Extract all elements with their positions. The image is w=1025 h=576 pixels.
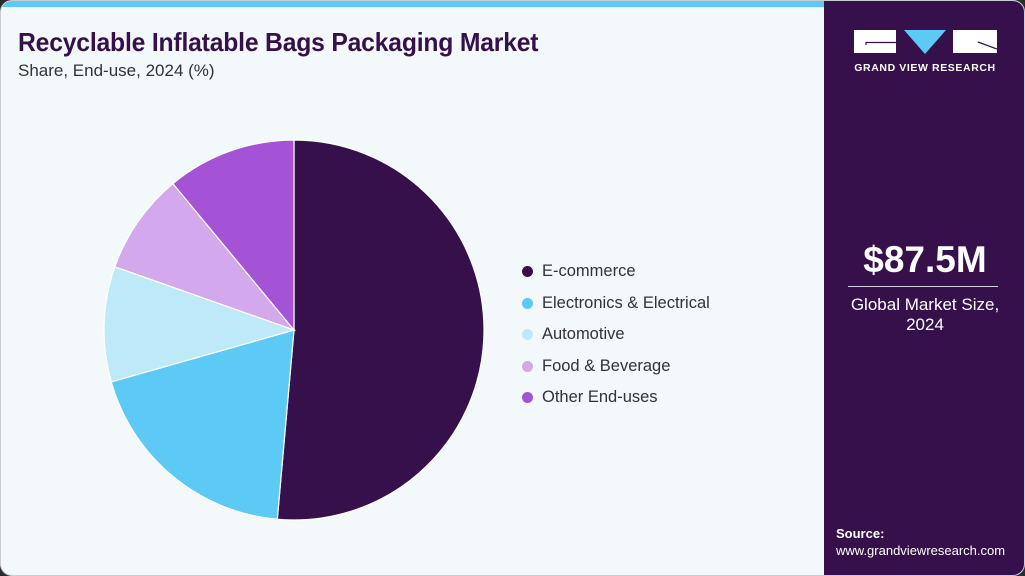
legend-item-automotive: Automotive [522,319,710,351]
market-size-label-line1: Global Market Size, [850,295,1000,314]
legend-dot-icon [522,360,533,372]
legend-label: Food & Beverage [542,356,671,375]
legend: E-commerce Electronics & Electrical Auto… [522,256,710,414]
pie-slice-other-end-uses [172,139,295,332]
legend-dot-icon [522,329,533,341]
legend-label: Other End-uses [542,388,658,407]
market-size-value: $87.5M [863,239,987,280]
legend-dot-icon [522,392,533,404]
legend-item-other: Other End-uses [522,382,710,414]
pie-slice-automotive [103,265,296,383]
market-size-label-line2: 2024 [906,315,944,334]
source-url[interactable]: www.grandviewresearch.com [836,543,1006,558]
pie-svg [103,139,485,521]
pie-slice-food-beverage [114,182,296,332]
legend-dot-icon [522,266,533,278]
divider [848,286,998,287]
legend-dot-icon [522,297,533,309]
legend-item-electronics: Electronics & Electrical [522,288,710,320]
logo-text: GRAND VIEW RESEARCH [854,62,996,74]
legend-item-food-beverage: Food & Beverage [522,351,710,383]
source-label: Source: [836,526,885,541]
legend-label: E-commerce [542,262,636,281]
pie-chart [101,137,487,523]
pie-slice-e-commerce [276,139,485,521]
legend-label: Automotive [542,325,625,344]
accent-bar [1,1,824,7]
pie-slice-electronics-electrical [110,329,295,520]
side-panel: GRAND VIEW RESEARCH $87.5M Global Market… [824,1,1024,575]
chart-subtitle: Share, End-use, 2024 (%) [18,61,215,80]
legend-label: Electronics & Electrical [542,293,710,312]
market-size-label: Global Market Size, 2024 [824,295,1024,335]
chart-title: Recyclable Inflatable Bags Packaging Mar… [18,27,539,57]
gvr-logo-icon [854,30,997,54]
legend-item-ecommerce: E-commerce [522,256,710,288]
